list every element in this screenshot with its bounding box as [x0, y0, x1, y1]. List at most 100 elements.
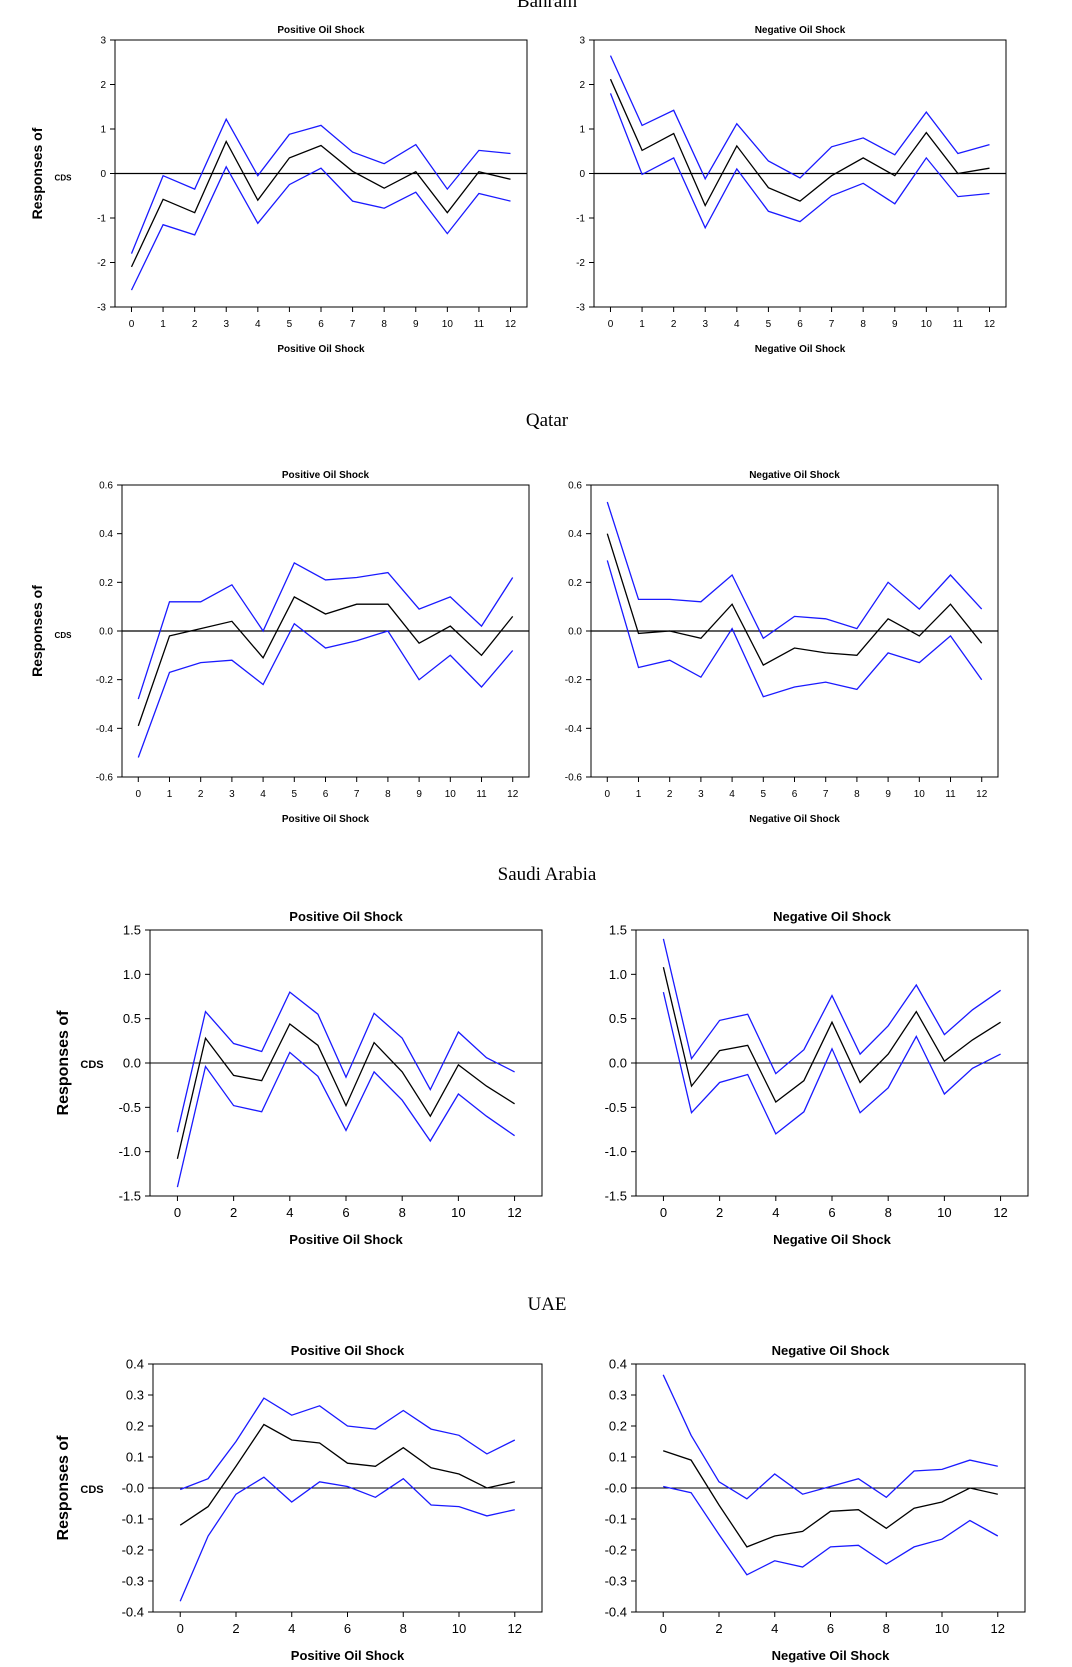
x-tick-label: 2: [716, 1205, 723, 1220]
confidence-band-lower: [176, 1051, 515, 1188]
x-tick-label: 3: [702, 319, 708, 330]
x-tick-label: 9: [892, 319, 898, 330]
x-tick-label: 10: [937, 1205, 951, 1220]
y-tick-label: -0.6: [96, 773, 114, 784]
y-axis-variable: CDS: [80, 1484, 103, 1496]
x-tick-label: 12: [505, 319, 517, 330]
x-tick-label: 8: [399, 1205, 406, 1220]
x-tick-label: 12: [993, 1205, 1007, 1220]
y-tick-label: 0.2: [568, 578, 582, 589]
x-tick-label: 6: [323, 789, 329, 800]
chart-panel-3: -0.6-0.4-0.20.00.20.40.60 1 2 3 4 5 6 7 8 9 10 11 12…: [565, 470, 999, 825]
y-axis-label: Responses of: [55, 1010, 72, 1116]
confidence-band-upper: [609, 55, 990, 181]
y-tick-label: 1.5: [609, 923, 627, 938]
response-line: [662, 1450, 998, 1548]
x-tick-label: 6: [797, 319, 803, 330]
x-tick-label: 2: [671, 319, 677, 330]
x-tick-label: 6: [827, 1621, 834, 1636]
x-tick-label: 5: [287, 319, 293, 330]
x-tick-label: 5: [292, 789, 298, 800]
x-tick-label: 7: [823, 789, 829, 800]
confidence-band-upper: [176, 991, 515, 1133]
x-tick-label: 0: [177, 1621, 184, 1636]
y-tick-label: 0.2: [126, 1419, 144, 1434]
x-tick-label: 1: [167, 789, 173, 800]
confidence-band-upper: [662, 938, 1001, 1075]
x-tick-label: 1: [639, 319, 645, 330]
x-tick-label: 10: [452, 1621, 466, 1636]
x-tick-label: 3: [698, 789, 704, 800]
x-axis-label: Negative Oil Shock: [749, 814, 840, 825]
y-tick-label: -0.0: [605, 1481, 627, 1496]
x-axis-label: Positive Oil Shock: [291, 1648, 405, 1663]
chart-panel-6: -0.4 -0.3 -0.2 -0.1 -0.0 0.1 0.2 0.3 0.4 0 2 4 6 8 10 1…: [55, 1343, 543, 1663]
y-axis-variable: CDS: [55, 174, 73, 183]
x-tick-label: 5: [766, 319, 772, 330]
y-tick-label: 0.4: [568, 529, 582, 540]
y-tick-label: 0.1: [609, 1450, 627, 1465]
x-tick-label: 0: [604, 789, 610, 800]
y-tick-label: 0.2: [99, 578, 113, 589]
x-tick-label: 2: [715, 1621, 722, 1636]
response-line: [130, 140, 511, 268]
x-tick-label: 12: [508, 1621, 522, 1636]
y-tick-label: 1: [579, 125, 585, 136]
confidence-band-lower: [130, 165, 511, 291]
x-tick-label: 11: [474, 319, 485, 330]
x-tick-label: 10: [935, 1621, 949, 1636]
x-tick-label: 4: [772, 1205, 779, 1220]
x-tick-label: 10: [451, 1205, 465, 1220]
x-tick-label: 8: [883, 1621, 890, 1636]
x-tick-label: 0: [608, 319, 614, 330]
x-tick-label: 11: [953, 319, 964, 330]
x-tick-label: 4: [729, 789, 735, 800]
y-tick-label: 0.3: [126, 1388, 144, 1403]
panel-title: Negative Oil Shock: [755, 25, 846, 36]
x-tick-label: 10: [442, 319, 454, 330]
y-tick-label: 2: [100, 80, 106, 91]
x-tick-label: 4: [288, 1621, 295, 1636]
x-tick-label: 0: [660, 1205, 667, 1220]
x-axis-label: Negative Oil Shock: [755, 344, 846, 355]
country-title-bahrain: Bahrain: [517, 0, 578, 12]
x-tick-label: 9: [885, 789, 891, 800]
x-tick-label: 7: [350, 319, 356, 330]
y-tick-label: 1.0: [123, 967, 141, 982]
confidence-band-upper: [606, 501, 983, 640]
x-tick-label: 11: [945, 789, 956, 800]
x-tick-label: 0: [660, 1621, 667, 1636]
y-tick-label: -3: [97, 303, 106, 314]
y-tick-label: 1: [100, 125, 106, 136]
x-tick-label: 6: [792, 789, 798, 800]
y-tick-label: -0.2: [565, 675, 583, 686]
x-tick-label: 11: [476, 789, 487, 800]
y-tick-label: -0.4: [96, 724, 114, 735]
x-tick-label: 6: [344, 1621, 351, 1636]
chart-panel-5: -1.5 -1.0 -0.5 0.0 0.5 1.0 1.5 0 2 4 6 8 10 12 Negativ…: [605, 909, 1029, 1247]
x-tick-label: 10: [914, 789, 926, 800]
x-tick-label: 3: [223, 319, 229, 330]
chart-panel-7: -0.4 -0.3 -0.2 -0.1 -0.0 0.1 0.2 0.3 0.4 0 2 4 6 8 10 1…: [605, 1343, 1026, 1663]
y-tick-label: 0.4: [126, 1357, 144, 1372]
x-tick-label: 2: [232, 1621, 239, 1636]
y-tick-label: -2: [576, 258, 585, 269]
x-tick-label: 4: [771, 1621, 778, 1636]
chart-panel-4: -1.5 -1.0 -0.5 0.0 0.5 1.0 1.5 0 2 4 6 8 10 12 Positiv…: [55, 909, 543, 1247]
y-axis-label: Responses of: [29, 585, 45, 677]
x-tick-label: 8: [381, 319, 387, 330]
response-line: [137, 596, 514, 727]
y-tick-label: 0.2: [609, 1419, 627, 1434]
confidence-band-lower: [606, 560, 983, 698]
x-tick-label: 8: [854, 789, 860, 800]
x-tick-label: 2: [198, 789, 204, 800]
panel-title: Negative Oil Shock: [749, 470, 840, 481]
confidence-band-lower: [609, 93, 990, 230]
x-tick-label: 5: [761, 789, 767, 800]
confidence-band-upper: [179, 1397, 516, 1491]
y-tick-label: 0.6: [99, 481, 113, 492]
x-tick-label: 8: [860, 319, 866, 330]
